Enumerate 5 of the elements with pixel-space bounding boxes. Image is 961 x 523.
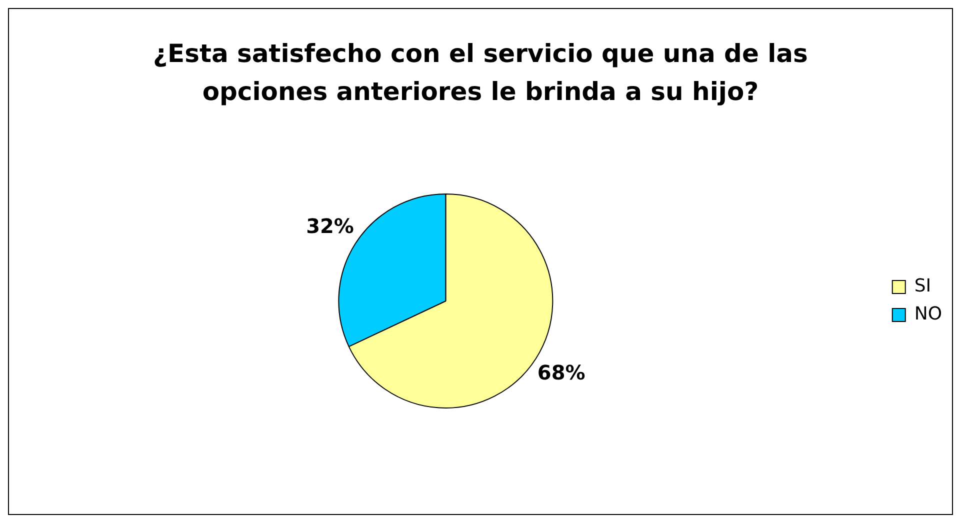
data-label: 68% [537,360,586,385]
legend-label: NO [914,304,942,325]
chart-title: ¿Esta satisfecho con el servicio que una de las opciones anteriores le brinda a su hijo? [152,38,809,108]
legend-label: SI [914,276,932,297]
data-label: 32% [306,214,354,238]
